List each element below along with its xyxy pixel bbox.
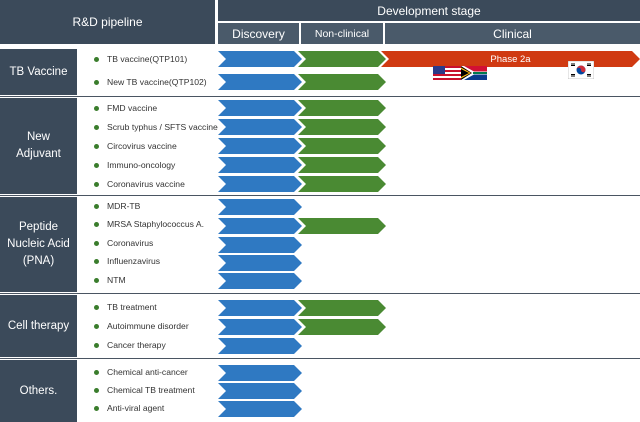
divider — [0, 195, 640, 196]
discovery-arrow — [218, 255, 302, 271]
discovery-arrow — [218, 119, 302, 135]
clinical-label: Clinical — [493, 26, 532, 41]
korea-flag-icon — [568, 61, 594, 79]
bullet-icon — [94, 405, 99, 411]
nonclinical-arrow — [298, 51, 386, 67]
nonclinical-arrow — [298, 138, 386, 154]
discovery-arrow — [218, 199, 302, 215]
list-item: MRSA Staphylococcus A. — [94, 215, 204, 233]
nonclinical-arrow — [298, 119, 386, 135]
bullet-icon — [94, 258, 99, 264]
category-new-adjuvant: New Adjuvant — [0, 98, 77, 194]
discovery-arrow — [218, 319, 302, 335]
list-item: TB vaccine(QTP101) — [94, 50, 187, 68]
list-item: Immuno-oncology — [94, 156, 175, 174]
discovery-arrow — [218, 383, 302, 399]
discovery-arrow — [218, 273, 302, 289]
clinical-header: Clinical — [385, 23, 640, 44]
divider — [0, 358, 640, 359]
us-flag-icon — [433, 66, 461, 80]
nonclinical-arrow — [298, 157, 386, 173]
bullet-icon — [94, 203, 99, 209]
discovery-arrow — [218, 237, 302, 253]
discovery-arrow — [218, 218, 302, 234]
category-cell-therapy: Cell therapy — [0, 295, 77, 357]
list-item: Anti-viral agent — [94, 399, 164, 417]
divider — [0, 96, 640, 97]
nonclinical-arrow — [298, 74, 386, 90]
rd-pipeline-label: R&D pipeline — [72, 15, 143, 29]
discovery-arrow — [218, 365, 302, 381]
discovery-arrow — [218, 157, 302, 173]
list-item: Influenzavirus — [94, 252, 160, 270]
nonclinical-label: Non-clinical — [314, 27, 370, 40]
discovery-arrow — [218, 51, 302, 67]
discovery-arrow — [218, 300, 302, 316]
category-tb-vaccine: TB Vaccine — [0, 49, 77, 95]
category-label: New Adjuvant — [16, 131, 61, 160]
list-item: FMD vaccine — [94, 99, 157, 117]
discovery-header: Discovery — [218, 23, 299, 44]
bullet-icon — [94, 240, 99, 246]
category-label: Others. — [19, 384, 58, 397]
list-item: MDR-TB — [94, 197, 140, 215]
nonclinical-header: Non-clinical — [301, 23, 383, 44]
bullet-icon — [94, 221, 99, 227]
bullet-icon — [94, 277, 99, 283]
list-item: Coronavirus — [94, 234, 153, 252]
nonclinical-arrow — [298, 176, 386, 192]
discovery-label: Discovery — [232, 26, 285, 41]
list-item: NTM — [94, 271, 126, 289]
bullet-icon — [94, 181, 99, 187]
nonclinical-arrow — [298, 100, 386, 116]
bullet-icon — [94, 143, 99, 149]
list-item: Autoimmune disorder — [94, 317, 189, 335]
list-item: Scrub typhus / SFTS vaccine — [94, 118, 218, 136]
south-africa-flag-icon — [461, 66, 487, 80]
bullet-icon — [94, 387, 99, 393]
list-item: Chemical TB treatment — [94, 381, 195, 399]
list-item: Circovirus vaccine — [94, 137, 177, 155]
category-pna: Peptide Nucleic Acid (PNA) — [0, 197, 77, 292]
nonclinical-arrow — [298, 218, 386, 234]
category-others: Others. — [0, 360, 77, 422]
bullet-icon — [94, 369, 99, 375]
divider — [0, 293, 640, 294]
discovery-arrow — [218, 401, 302, 417]
discovery-arrow — [218, 338, 302, 354]
nonclinical-arrow — [298, 319, 386, 335]
bullet-icon — [94, 79, 99, 85]
category-label: Peptide Nucleic Acid (PNA) — [7, 221, 70, 267]
list-item: Cancer therapy — [94, 336, 166, 354]
category-label: Cell therapy — [7, 319, 70, 332]
bullet-icon — [94, 56, 99, 62]
development-stage-header: Development stage — [218, 0, 640, 21]
discovery-arrow — [218, 74, 302, 90]
bullet-icon — [94, 342, 99, 348]
list-item: Chemical anti-cancer — [94, 363, 188, 381]
discovery-arrow — [218, 176, 302, 192]
list-item: New TB vaccine(QTP102) — [94, 73, 207, 91]
discovery-arrow — [218, 100, 302, 116]
nonclinical-arrow — [298, 300, 386, 316]
phase-2a-arrow: Phase 2a — [381, 51, 640, 67]
rd-pipeline-header: R&D pipeline — [0, 0, 215, 44]
list-item: Coronavirus vaccine — [94, 175, 185, 193]
bullet-icon — [94, 124, 99, 130]
bullet-icon — [94, 105, 99, 111]
bullet-icon — [94, 162, 99, 168]
list-item: TB treatment — [94, 298, 157, 316]
discovery-arrow — [218, 138, 302, 154]
bullet-icon — [94, 323, 99, 329]
phase-label: Phase 2a — [490, 53, 531, 65]
bullet-icon — [94, 304, 99, 310]
category-label: TB Vaccine — [9, 65, 68, 78]
development-stage-label: Development stage — [377, 3, 481, 18]
